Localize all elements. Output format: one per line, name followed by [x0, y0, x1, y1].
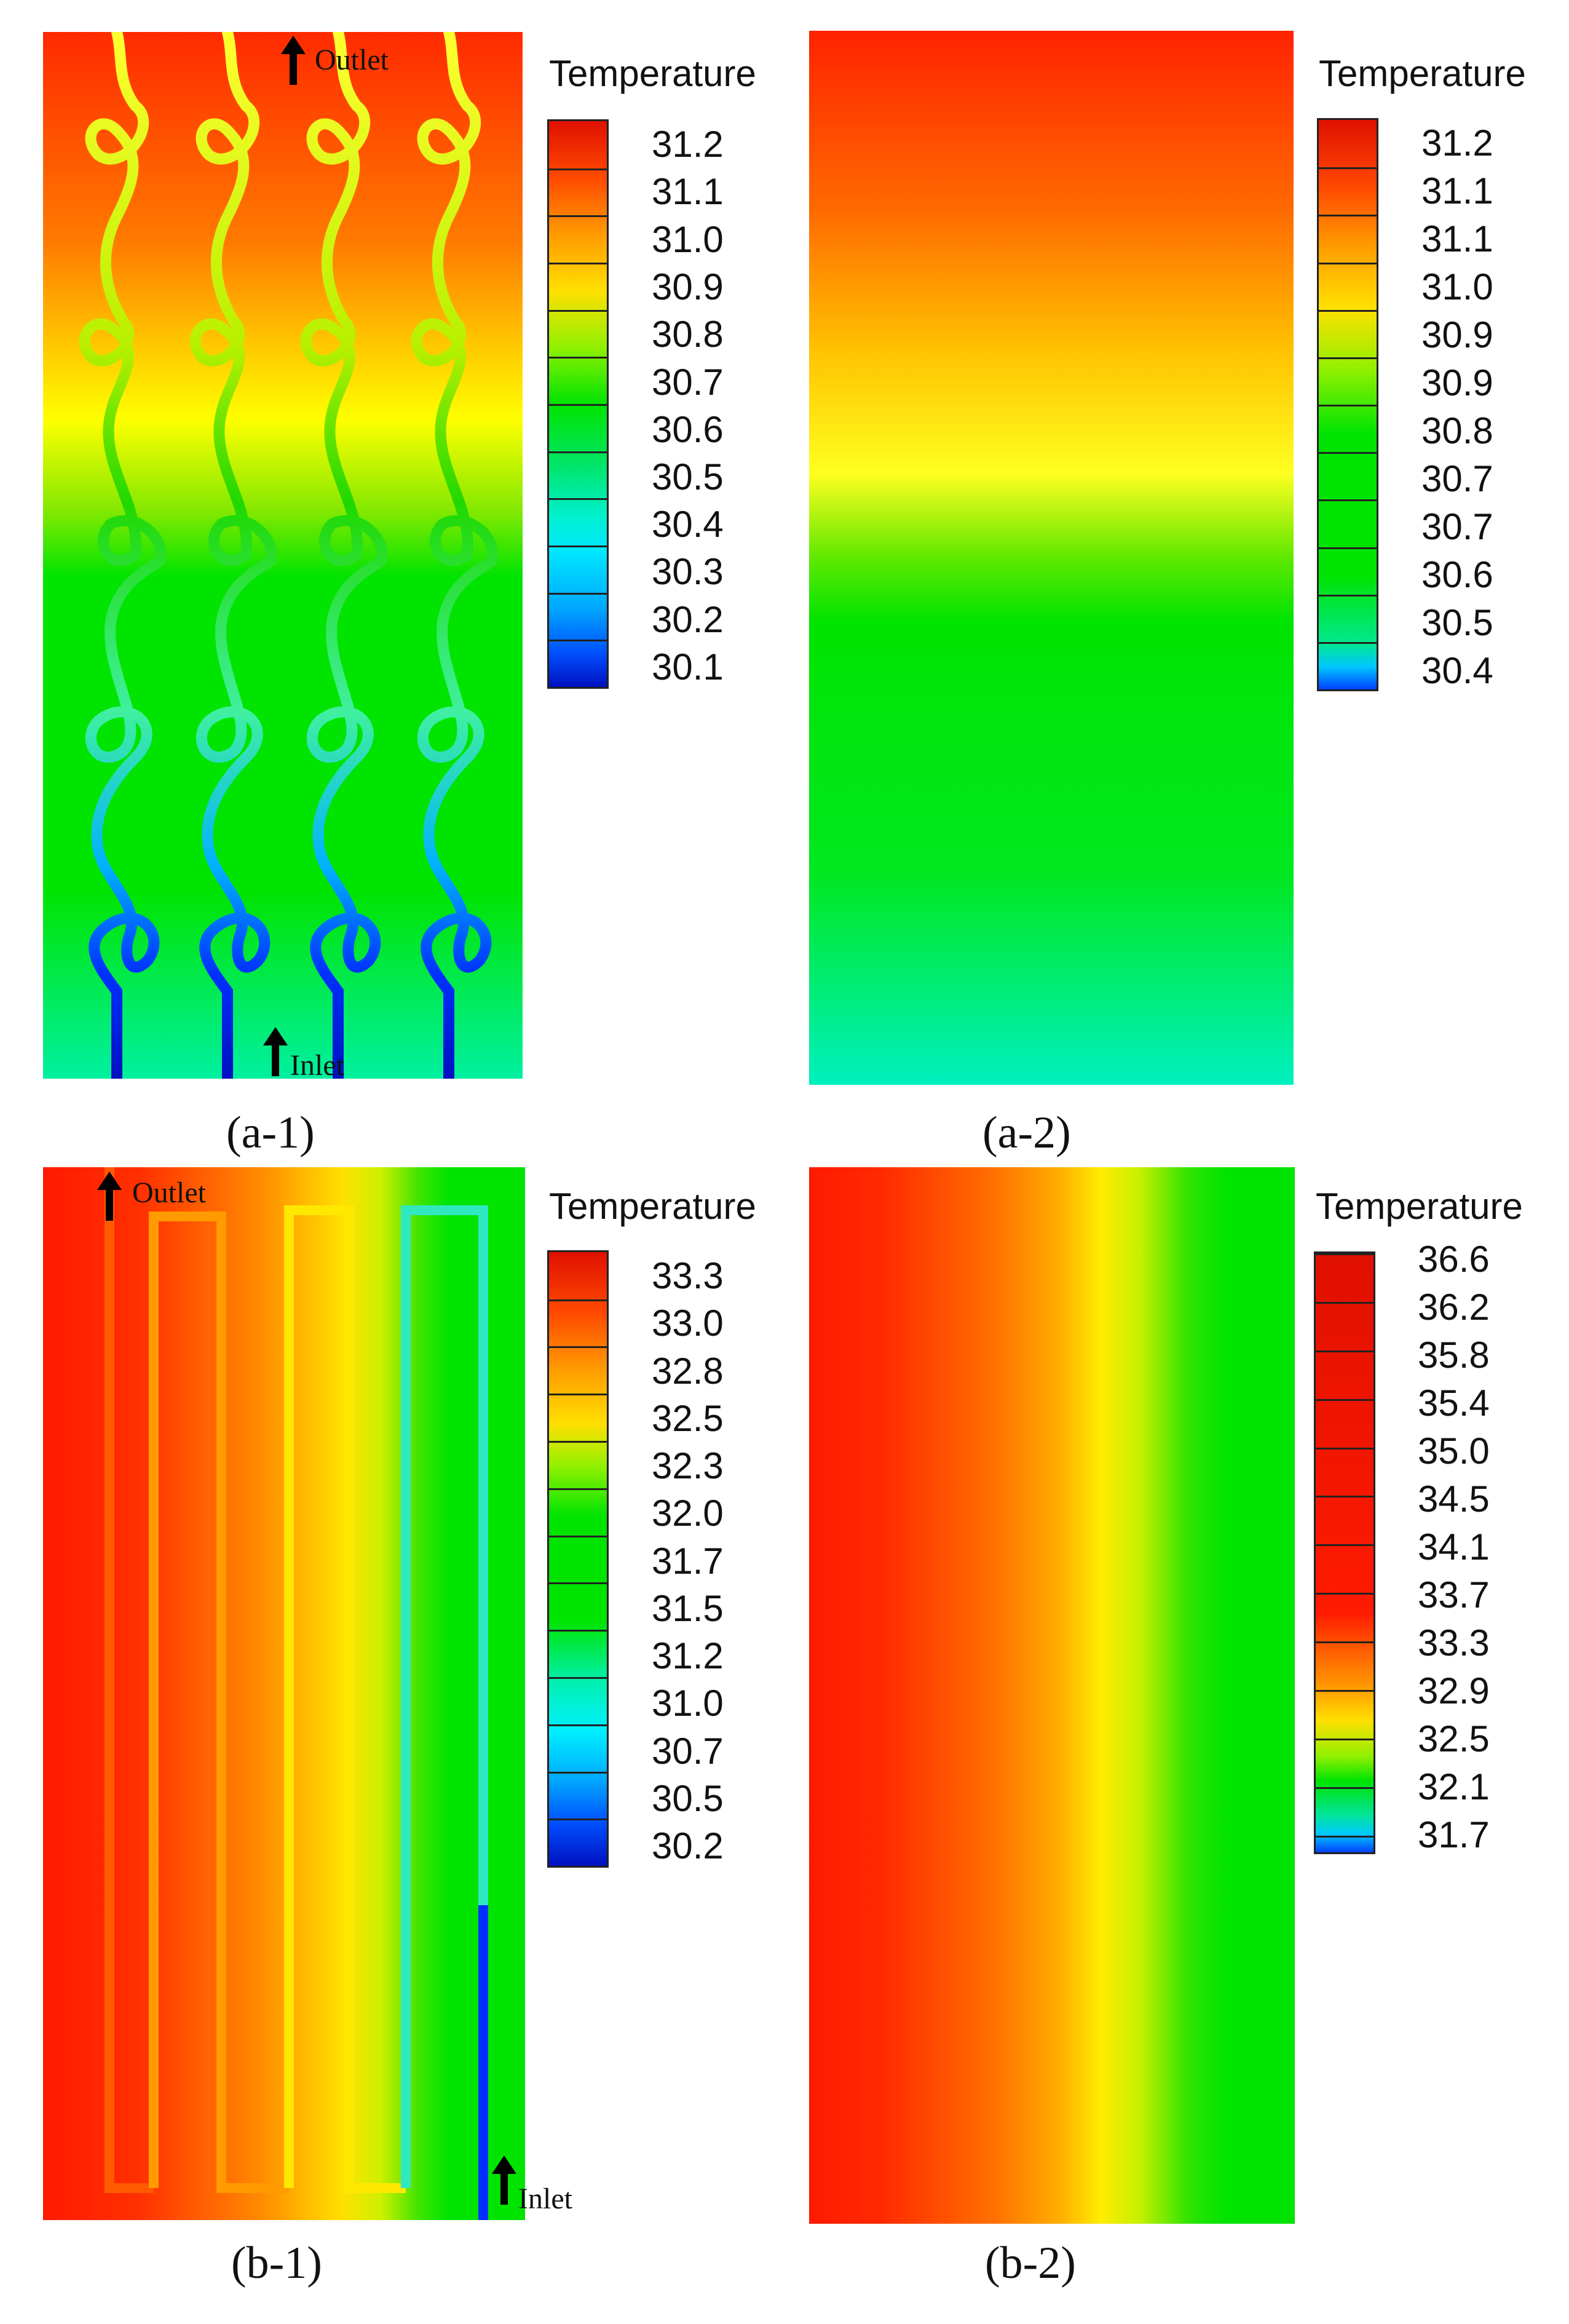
legend-title-a2: Temperature: [1319, 53, 1526, 94]
legend-tick: 31.0: [1421, 266, 1493, 307]
legend-tick: 33.3: [1418, 1622, 1490, 1664]
legend-tick: 36.2: [1418, 1287, 1490, 1328]
legend-tick: 33.7: [1418, 1574, 1490, 1616]
temperature-contour-a2: [809, 31, 1294, 1085]
temperature-field-b2: [809, 1167, 1295, 2224]
legend-title-b1: Temperature: [549, 1186, 756, 1227]
legend-tick: 32.3: [652, 1445, 724, 1486]
legend-tick: 31.7: [1418, 1814, 1490, 1855]
legend-tick: 30.7: [652, 1731, 724, 1772]
legend-tick: 30.5: [1421, 602, 1493, 643]
legend-tick: 32.9: [1418, 1670, 1490, 1711]
legend-tick: 34.1: [1418, 1526, 1490, 1568]
inlet-arrow-icon: [263, 1027, 288, 1076]
outlet-arrow-icon: [281, 36, 306, 85]
color-bar-a2: [1317, 118, 1378, 691]
temperature-contour-b1: [43, 1167, 525, 2220]
legend-tick: 30.7: [1421, 458, 1493, 499]
legend-tick: 30.6: [1421, 554, 1493, 595]
legend-tick: 30.2: [652, 1825, 724, 1866]
legend-tick: 31.1: [1421, 170, 1493, 212]
inlet-arrow-icon: [492, 2155, 516, 2205]
legend-tick: 31.0: [652, 1683, 724, 1724]
temperature-contour-b2: [809, 1167, 1295, 2224]
legend-tick: 34.5: [1418, 1478, 1490, 1520]
legend-tick: 31.1: [1421, 218, 1493, 260]
legend-title-a1: Temperature: [549, 53, 756, 94]
legend-tick: 31.0: [652, 219, 724, 260]
legend-tick: 35.8: [1418, 1335, 1490, 1376]
outlet-arrow-icon: [97, 1172, 122, 1221]
legend-tick: 30.9: [1421, 314, 1493, 355]
outlet-label: Outlet: [132, 1176, 206, 1209]
legend-tick: 30.2: [652, 599, 724, 640]
legend-tick: 31.7: [652, 1541, 724, 1582]
legend-tick: 30.8: [652, 314, 724, 355]
legend-tick: 30.4: [1421, 650, 1493, 691]
legend-tick: 30.3: [652, 551, 724, 592]
legend-tick: 30.9: [1421, 362, 1493, 403]
legend-tick: 30.1: [652, 646, 724, 688]
legend-tick: 31.2: [652, 124, 724, 165]
legend-tick: 32.5: [652, 1398, 724, 1439]
legend-tick: 30.7: [1421, 506, 1493, 547]
caption-a2: (a-2): [982, 1108, 1071, 1158]
legend-tick: 33.0: [652, 1303, 724, 1344]
caption-b1: (b-1): [231, 2238, 322, 2288]
legend-tick: 32.1: [1418, 1766, 1490, 1807]
inlet-label: Inlet: [518, 2183, 572, 2215]
legend-tick: 30.5: [652, 1778, 724, 1819]
legend-tick: 35.4: [1418, 1382, 1490, 1424]
color-bar-a1: [547, 119, 609, 689]
caption-a1: (a-1): [226, 1108, 315, 1158]
legend-tick: 31.2: [652, 1635, 724, 1676]
legend-tick: 30.4: [652, 504, 724, 545]
legend-tick: 30.5: [652, 456, 724, 498]
legend-tick: 36.6: [1418, 1239, 1490, 1280]
inlet-label: Inlet: [290, 1049, 344, 1082]
temperature-field-a2: [809, 31, 1294, 1085]
legend-tick: 31.1: [652, 171, 724, 212]
legend-tick: 31.5: [652, 1588, 724, 1629]
temperature-contour-a1: [43, 32, 523, 1079]
color-bar-b1: [547, 1250, 609, 1868]
legend-tick: 32.8: [652, 1350, 724, 1392]
serpentine-channel: [105, 1167, 488, 2220]
legend-tick: 30.9: [652, 266, 724, 307]
color-bar-b2: [1314, 1251, 1375, 1854]
legend-tick: 30.7: [652, 362, 724, 403]
temperature-field-b1: [43, 1167, 525, 2220]
legend-tick: 32.0: [652, 1493, 724, 1534]
legend-title-b2: Temperature: [1316, 1186, 1523, 1227]
legend-tick: 30.6: [652, 409, 724, 450]
caption-b2: (b-2): [985, 2238, 1076, 2288]
legend-tick: 31.2: [1421, 122, 1493, 164]
legend-tick: 35.0: [1418, 1430, 1490, 1472]
legend-tick: 32.5: [1418, 1718, 1490, 1759]
legend-tick: 33.3: [652, 1255, 724, 1296]
temperature-field-a1: [43, 32, 523, 1079]
legend-tick: 30.8: [1421, 410, 1493, 451]
outlet-label: Outlet: [315, 44, 389, 76]
